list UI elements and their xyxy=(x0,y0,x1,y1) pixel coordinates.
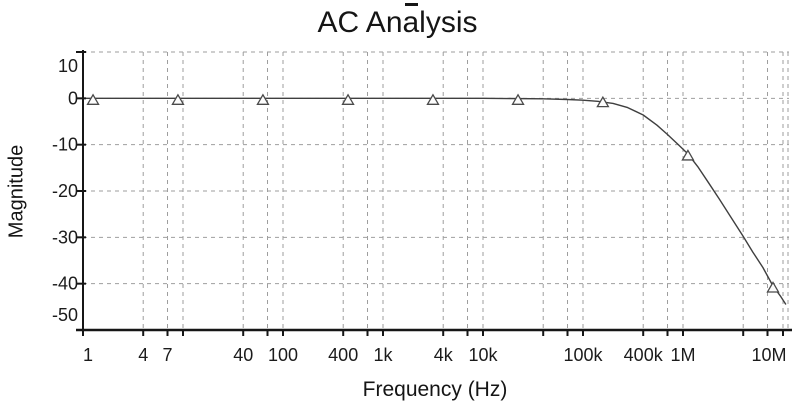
x-tick-label: 10k xyxy=(468,345,498,365)
y-tick-label: -30 xyxy=(52,227,78,247)
x-tick-label: 400 xyxy=(328,345,358,365)
x-tick-label: 4k xyxy=(434,345,454,365)
data-marker-triangle xyxy=(171,93,185,105)
data-marker-triangle xyxy=(86,93,100,105)
data-marker-triangle xyxy=(341,93,355,105)
data-marker-triangle xyxy=(511,93,525,105)
data-marker-triangle xyxy=(766,281,780,293)
x-tick-label: 1M xyxy=(670,345,695,365)
magnitude-curve xyxy=(83,97,787,305)
x-tick-label: 10M xyxy=(751,345,786,365)
y-tick-label: 10 xyxy=(58,56,78,76)
x-tick-label: 1k xyxy=(373,345,393,365)
data-marker-triangle xyxy=(256,93,270,105)
y-tick-label: -50 xyxy=(52,305,78,325)
data-marker-triangle xyxy=(596,95,610,108)
y-tick-label: 0 xyxy=(68,88,78,108)
y-tick-label: -40 xyxy=(52,274,78,294)
x-tick-label: 100k xyxy=(563,345,603,365)
data-marker-triangle xyxy=(426,93,440,105)
data-marker-triangle xyxy=(681,149,695,161)
x-tick-label: 4 xyxy=(138,345,148,365)
y-tick-label: -20 xyxy=(52,181,78,201)
x-tick-label: 7 xyxy=(163,345,173,365)
title-artifact-mark xyxy=(405,3,418,6)
x-axis-label: Frequency (Hz) xyxy=(362,378,508,401)
chart-title: AC Analysis xyxy=(317,6,478,39)
x-tick-label: 100 xyxy=(268,345,298,365)
y-tick-label: -10 xyxy=(52,135,78,155)
x-tick-label: 400k xyxy=(624,345,664,365)
x-tick-label: 1 xyxy=(83,345,93,365)
x-tick-label: 40 xyxy=(233,345,253,365)
